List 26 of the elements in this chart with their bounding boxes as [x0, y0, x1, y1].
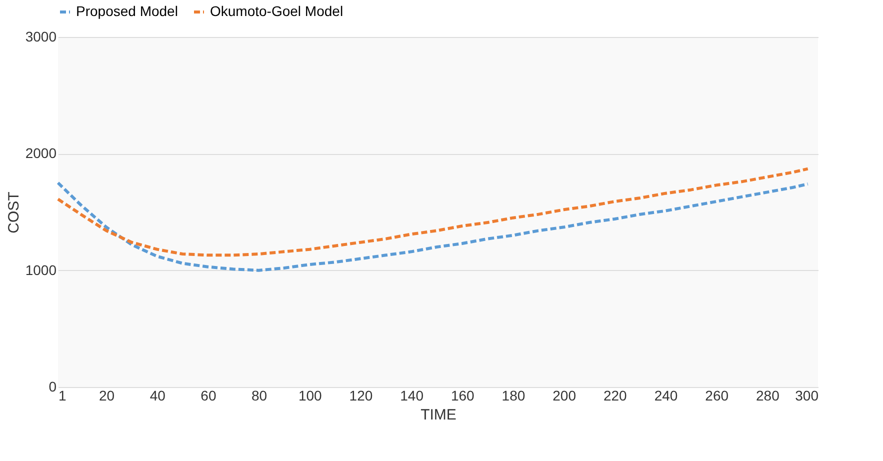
y-tick-label: 1000	[25, 262, 57, 278]
y-axis-title: COST	[5, 192, 22, 234]
line-series	[56, 167, 810, 257]
x-tick-label: 160	[450, 388, 475, 404]
x-tick-label: 120	[349, 388, 373, 404]
x-tick-label: 100	[298, 388, 322, 404]
x-tick-label: 200	[552, 388, 576, 404]
x-tick-label: 140	[400, 388, 424, 404]
x-tick-label: 220	[603, 388, 628, 404]
x-tick-label: 80	[252, 388, 268, 404]
legend-label: Okumoto-Goel Model	[210, 3, 344, 19]
x-tick-label: 20	[99, 388, 115, 404]
legend-label: Proposed Model	[76, 3, 178, 19]
y-tick-label: 0	[48, 378, 57, 394]
x-tick-label: 280	[756, 388, 780, 404]
x-tick-label: 300	[795, 388, 819, 404]
x-tick-label: 260	[705, 388, 729, 404]
y-tick-label: 2000	[25, 145, 57, 162]
x-tick-label: 180	[502, 388, 526, 404]
x-tick-label: 240	[654, 388, 678, 404]
y-tick-label: 3000	[25, 28, 57, 44]
x-tick-label: 40	[150, 388, 166, 404]
x-axis-title: TIME	[420, 406, 456, 424]
x-tick-label: 60	[200, 388, 216, 404]
x-tick-label: 1	[58, 388, 66, 404]
line-series	[56, 181, 810, 272]
